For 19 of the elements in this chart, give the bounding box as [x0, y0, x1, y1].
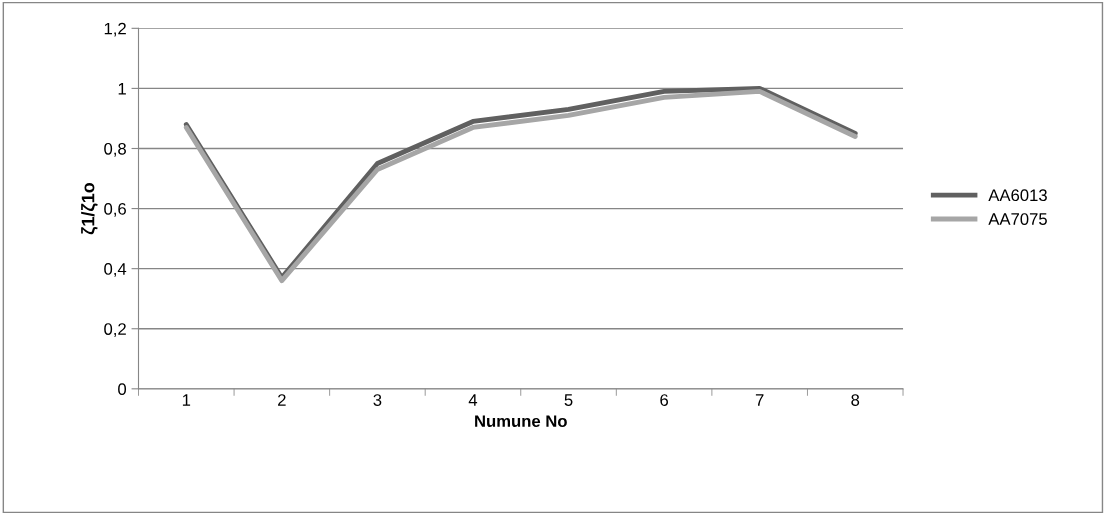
- x-tick-label: 7: [755, 394, 764, 406]
- y-tick-label: 0,2: [104, 323, 126, 337]
- x-tick-label: 2: [278, 394, 286, 406]
- y-tick-label: 1: [118, 82, 126, 95]
- y-tick-label: 0,4: [104, 263, 127, 277]
- x-tick-label: 5: [564, 394, 573, 406]
- y-tick-label: 0,8: [104, 142, 126, 157]
- x-tick-label: 8: [851, 394, 860, 406]
- x-tick-label: 4: [468, 394, 478, 406]
- x-tick-label: 6: [660, 394, 669, 406]
- y-axis-title: ζ1/ζ1o: [81, 182, 98, 235]
- legend-label: AA6013: [988, 189, 1047, 202]
- x-tick-label: 3: [373, 394, 382, 406]
- y-tick-label: 1,2: [104, 22, 126, 37]
- y-tick-label: 0: [118, 383, 127, 396]
- legend-label: AA7075: [988, 213, 1047, 225]
- x-axis-title: Numune No: [475, 415, 567, 428]
- y-tick-label: 0,6: [104, 202, 126, 217]
- x-tick-label: 1: [182, 394, 191, 406]
